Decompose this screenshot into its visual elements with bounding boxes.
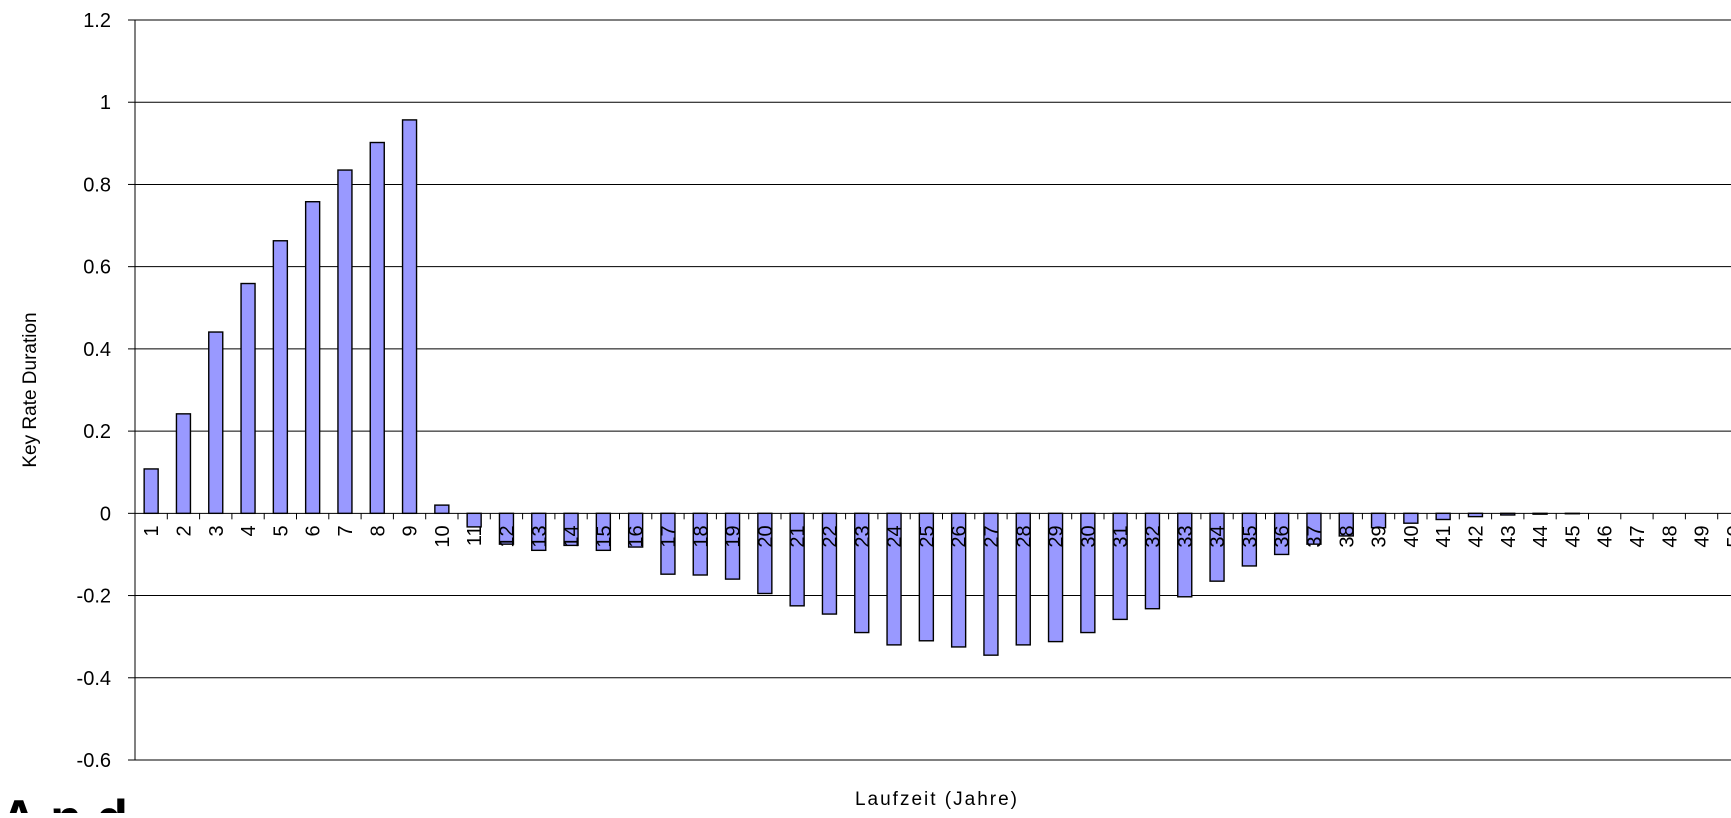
x-tick-label: 33 — [1175, 525, 1197, 547]
bar-40 — [1404, 513, 1418, 523]
x-tick-label: 26 — [949, 525, 971, 547]
x-tick-label: 12 — [496, 525, 518, 547]
y-tick-label: 0 — [100, 503, 111, 525]
x-tick-label: 9 — [400, 525, 422, 536]
x-tick-label: 13 — [529, 525, 551, 547]
y-tick-label: -0.6 — [77, 750, 111, 772]
x-tick-label: 6 — [303, 525, 325, 536]
x-tick-label: 5 — [270, 525, 292, 536]
x-tick-label: 35 — [1239, 525, 1261, 547]
y-tick-label: 0.4 — [83, 339, 111, 361]
x-tick-label: 30 — [1078, 525, 1100, 547]
bars — [144, 120, 1579, 655]
x-tick-label: 45 — [1562, 525, 1584, 547]
x-tick-label: 40 — [1401, 525, 1423, 547]
x-tick-label: 20 — [755, 525, 777, 547]
x-tick-label: 7 — [335, 525, 357, 536]
bar-5 — [273, 241, 287, 514]
x-tick-label: 8 — [367, 525, 389, 536]
y-tick-label: 1 — [100, 92, 111, 114]
bar-7 — [338, 170, 352, 513]
x-tick-label: 11 — [464, 525, 486, 546]
y-tick-label: 0.2 — [83, 421, 111, 443]
x-tick-label: 23 — [852, 525, 874, 547]
x-tick-label: 24 — [884, 525, 906, 547]
bar-10 — [435, 505, 449, 513]
x-tick-label: 42 — [1465, 525, 1487, 547]
bar-3 — [209, 332, 223, 513]
x-tick-label: 38 — [1336, 525, 1358, 547]
x-tick-label: 44 — [1530, 525, 1552, 547]
y-tick-label: 0.6 — [83, 257, 111, 279]
y-tick-label: -0.4 — [77, 668, 111, 690]
bar-44 — [1533, 513, 1547, 514]
x-tick-label: 27 — [981, 525, 1003, 547]
x-tick-label: 36 — [1272, 525, 1294, 547]
footer-text-fragment: A n d — [0, 790, 128, 813]
x-tick-label: 19 — [723, 525, 745, 547]
y-axis-label: Key Rate Duration — [20, 312, 41, 467]
x-tick-label: 39 — [1369, 525, 1391, 547]
x-tick-label: 1 — [141, 525, 163, 536]
x-tick-label: 3 — [206, 525, 228, 536]
bar-9 — [403, 120, 417, 513]
bar-2 — [176, 414, 190, 513]
x-tick-label: 15 — [593, 525, 615, 547]
bar-6 — [306, 202, 320, 514]
y-tick-labels: 1.2 1 0.8 0.6 0.4 0.2 0 -0.2 -0.4 -0.6 — [77, 10, 111, 772]
bar-43 — [1501, 513, 1515, 515]
bar-8 — [370, 143, 384, 514]
bar-1 — [144, 469, 158, 513]
x-tick-label: 4 — [238, 525, 260, 536]
x-tick-label: 32 — [1142, 525, 1164, 547]
x-tick-label: 25 — [916, 525, 938, 547]
x-tick-label: 47 — [1627, 525, 1649, 547]
y-tick-label: 0.8 — [83, 174, 111, 196]
x-tick-label: 16 — [626, 525, 648, 547]
x-tick-label: 22 — [819, 525, 841, 547]
x-tick-label: 10 — [432, 525, 454, 547]
bar-41 — [1436, 513, 1450, 519]
x-axis-label: Laufzeit (Jahre) — [855, 789, 1019, 810]
bar-11 — [467, 513, 481, 527]
x-tick-label: 17 — [658, 525, 680, 547]
x-tick-label: 2 — [173, 525, 195, 536]
x-tick-label: 34 — [1207, 525, 1229, 547]
y-tick-label: -0.2 — [77, 586, 111, 608]
x-tick-label: 21 — [787, 525, 809, 547]
x-tick-label: 37 — [1304, 525, 1326, 547]
x-tick-label: 18 — [690, 525, 712, 547]
x-tick-label: 43 — [1498, 525, 1520, 547]
x-tick-label: 14 — [561, 525, 583, 547]
x-tick-label: 46 — [1595, 525, 1617, 547]
bar-4 — [241, 284, 255, 514]
axes — [128, 20, 1731, 760]
x-tick-label: 50 — [1724, 525, 1731, 547]
x-tick-label: 29 — [1046, 525, 1068, 547]
x-tick-label: 41 — [1433, 525, 1455, 547]
x-tick-label: 28 — [1013, 525, 1035, 547]
y-tick-label: 1.2 — [83, 10, 111, 32]
x-tick-label: 48 — [1659, 525, 1681, 547]
bar-42 — [1468, 513, 1482, 516]
x-tick-label: 31 — [1110, 525, 1132, 547]
x-tick-label: 49 — [1692, 525, 1714, 547]
